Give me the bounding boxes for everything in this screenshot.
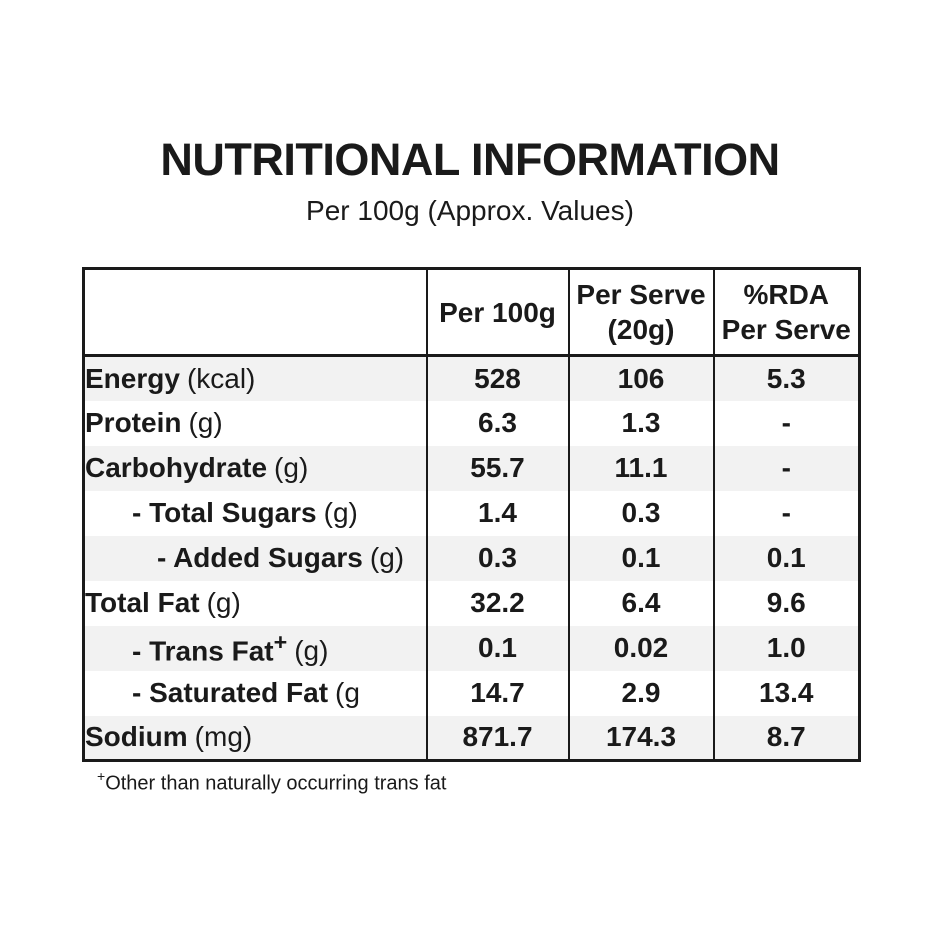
header-line: %RDA [743, 279, 830, 310]
nutrient-unit: (g) [294, 635, 329, 667]
value-per-100g: 0.3 [425, 535, 569, 581]
value-per-100g: 528 [425, 355, 569, 401]
value-per-100g: 55.7 [425, 445, 569, 491]
header-cell: Per 100g [425, 268, 569, 357]
value-rda-per-serve: 9.6 [712, 580, 860, 626]
table-body: Energy (kcal) 528 106 5.3 Protein (g) 6.3 1.3- Ca… [83, 355, 860, 761]
table-header: Per 100g Per Serve (20g) %RDA Per Serve [83, 268, 860, 357]
row-label: - Added Sugars (g) [83, 535, 427, 581]
row-label: Protein (g) [84, 401, 427, 446]
nutrient-name: Total Fat [85, 587, 200, 618]
row-label: Energy (kcal) [83, 355, 427, 401]
header-line: Per Serve [576, 279, 706, 310]
value-rda-per-serve: 5.3 [712, 355, 860, 401]
table-row: Total Fat (g) 32.2 6.4 9.6 [84, 580, 860, 626]
nutrient-unit: (g) [206, 587, 241, 618]
header-empty-cell [83, 268, 427, 357]
table-row: - Added Sugars (g) 0.3 0.1 0.1 [83, 535, 860, 581]
nutrient-name: Carbohydrate [85, 452, 268, 483]
value-rda-per-serve: 13.4 [712, 670, 860, 716]
nutrient-name: Sodium [85, 721, 188, 753]
nutrient-name: Protein [85, 407, 182, 438]
value-per-100g: 0.1 [425, 625, 569, 671]
nutrient-unit: (g) [274, 452, 309, 483]
value-rda-per-serve: 0.1 [712, 535, 860, 581]
value-rda-per-serve: - [712, 490, 860, 536]
table-row: Energy (kcal) 528 106 5.3 [83, 355, 860, 401]
header-line: (20g) [607, 314, 675, 345]
footnote-plus-mark: + [97, 768, 106, 784]
value-per-serve: 0.1 [567, 535, 714, 581]
row-label: Sodium (mg) [83, 715, 427, 761]
footnote: +Other than naturally occurring trans fa… [97, 768, 447, 796]
header-row: Per 100g Per Serve (20g) %RDA Per Serve [83, 268, 860, 357]
value-per-serve: 2.9 [567, 670, 714, 716]
page-subtitle: Per 100g (Approx. Values) [306, 195, 634, 226]
nutrient-name: - Added Sugars [157, 542, 363, 573]
value-rda-per-serve: 1.0 [712, 625, 860, 671]
table-row: Carbohydrate (g) 55.7 11.1- [83, 445, 860, 491]
value-rda-per-serve: 8.7 [712, 715, 860, 761]
value-per-serve: 174.3 [567, 715, 714, 761]
value-per-serve: 11.1 [567, 445, 714, 491]
table-row: - Saturated Fat (g 14.7 2.9 13.4 [84, 670, 860, 716]
value-per-100g: 32.2 [425, 580, 569, 626]
nutrient-name: - Saturated Fat [132, 677, 329, 708]
value-rda-per-serve: - [712, 445, 860, 491]
nutrient-unit: (g) [323, 497, 358, 528]
page-title: NUTRITIONAL INFORMATION [160, 134, 780, 185]
row-label: - Total Sugars (g) [84, 491, 427, 536]
row-label: Carbohydrate (g) [83, 445, 427, 491]
header-cell: %RDA Per Serve [712, 268, 860, 357]
value-per-serve: 6.4 [567, 580, 714, 626]
nutrient-name: - Total Sugars [132, 497, 317, 528]
row-label: - Trans Fat+ (g) [83, 625, 427, 671]
value-per-serve: 106 [567, 355, 714, 401]
value-per-serve: 0.3 [567, 490, 714, 536]
row-label: Total Fat (g) [84, 581, 427, 626]
table-row: - Trans Fat+ (g) 0.1 0.02 1.0 [83, 625, 860, 671]
nutrition-table: Per 100g Per Serve (20g) %RDA Per Serve Ener… [82, 267, 861, 762]
header-cell: Per Serve (20g) [567, 268, 714, 357]
nutrient-name-superscript: + [273, 628, 288, 655]
value-per-serve: 1.3 [567, 400, 714, 446]
value-per-serve: 0.02 [567, 625, 714, 671]
nutrient-name: - Trans Fat [132, 635, 274, 667]
header-line: Per 100g [439, 296, 556, 328]
table-row: Sodium (mg) 871.7 174.3 8.7 [83, 715, 860, 761]
table-row: Protein (g) 6.3 1.3- [84, 400, 860, 446]
nutrient-unit: (g) [369, 542, 405, 573]
value-per-100g: 6.3 [425, 400, 569, 446]
value-per-100g: 1.4 [425, 490, 569, 536]
nutrient-unit: (kcal) [186, 362, 256, 394]
value-rda-per-serve: - [712, 400, 860, 446]
row-label: - Saturated Fat (g [84, 671, 427, 716]
nutrient-unit: (g [335, 677, 360, 708]
table-row: - Total Sugars (g) 1.4 0.3- [84, 490, 860, 536]
value-per-100g: 871.7 [425, 715, 569, 761]
nutrient-unit: (g) [188, 407, 223, 438]
nutrient-unit: (mg) [194, 721, 253, 753]
header-line: Per Serve [721, 314, 851, 345]
value-per-100g: 14.7 [425, 670, 569, 716]
footnote-text: Other than naturally occurring trans fat [105, 772, 447, 795]
nutrient-name: Energy [85, 362, 180, 394]
